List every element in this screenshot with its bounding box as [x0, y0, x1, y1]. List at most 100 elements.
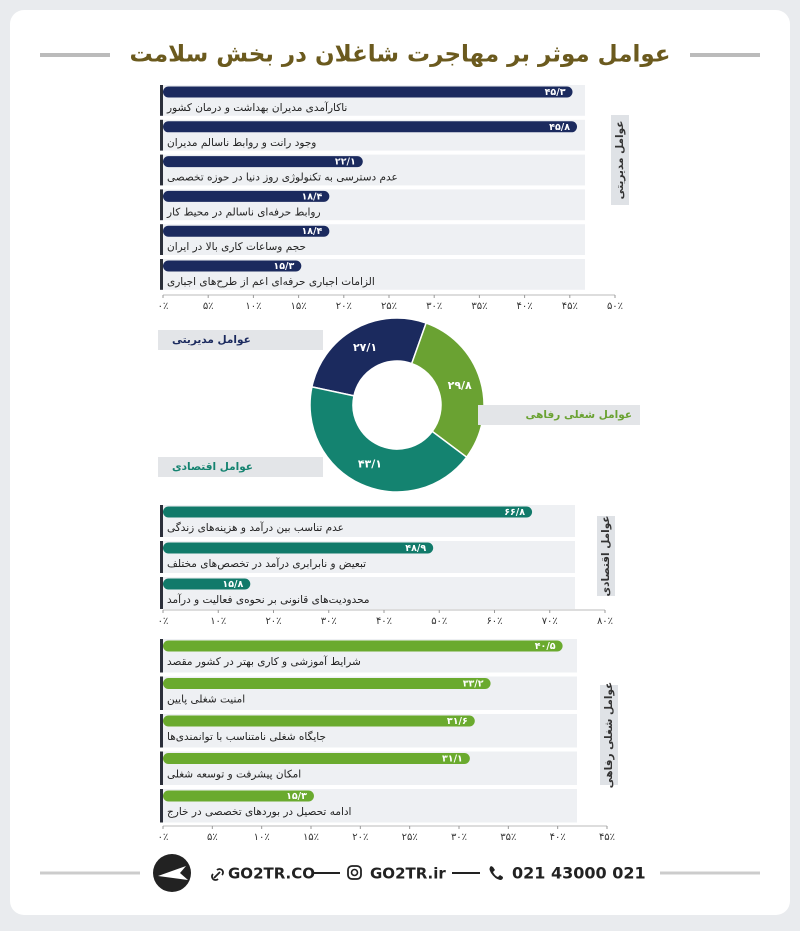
- bar: [163, 121, 578, 133]
- link-icon: [211, 868, 224, 881]
- phone[interactable]: 021 43000 021: [512, 864, 646, 883]
- category-label: الزامات اجباری حرفه‌ای اعم از طرح‌های اج…: [167, 276, 375, 288]
- x-tick-label: ۴۵٪: [599, 832, 615, 843]
- row-edge: [160, 714, 163, 748]
- slice-label: ۲۹/۸: [448, 379, 472, 392]
- category-label: جایگاه شغلی نامتناسب با توانمندی‌ها: [167, 730, 326, 743]
- group-tag: [597, 516, 615, 596]
- donut-slice: [410, 322, 485, 459]
- row-edge: [160, 85, 163, 116]
- group-tag: [600, 685, 618, 785]
- x-tick-label: ۰٪: [158, 832, 169, 843]
- x-tick-label: ۳۰٪: [451, 832, 467, 843]
- x-tick-label: ۴۰٪: [376, 616, 392, 627]
- category-label: شرایط آموزشی و کاری بهتر در کشور مقصد: [167, 655, 361, 668]
- x-tick-label: ۰٪: [158, 301, 169, 312]
- logo-plane: [158, 866, 188, 880]
- footer: GO2TR.CO GO2TR.ir 021 43000 021: [40, 854, 760, 892]
- group-tag: [611, 115, 629, 205]
- category-tag: [158, 330, 323, 350]
- group-label: عوامل شغلی رفاهی: [603, 682, 615, 788]
- x-tick-label: ۲۵٪: [402, 832, 418, 843]
- value-label: ۱۵/۳: [286, 791, 307, 802]
- category-label: محدودیت‌های قانونی بر نحوه‌ی فعالیت و در…: [167, 593, 370, 606]
- value-label: ۴۵/۸: [549, 122, 570, 133]
- x-tick-label: ۵٪: [207, 832, 218, 843]
- x-tick-label: ۱۰٪: [245, 301, 261, 312]
- bar: [163, 86, 573, 98]
- category-label: عوامل مدیریتی: [172, 334, 251, 346]
- value-label: ۴۵/۳: [545, 87, 566, 98]
- x-tick-label: ۳۰٪: [426, 301, 442, 312]
- x-tick-label: ۱۵٪: [303, 832, 319, 843]
- value-label: ۳۱/۱: [442, 754, 463, 765]
- website[interactable]: GO2TR.CO: [228, 865, 315, 883]
- x-tick-label: ۵۰٪: [607, 301, 623, 312]
- x-tick-label: ۲۰٪: [265, 616, 281, 627]
- value-label: ۴۸/۹: [405, 543, 426, 554]
- category-tag: [478, 405, 640, 425]
- x-tick-label: ۲۰٪: [336, 301, 352, 312]
- x-tick-label: ۷۰٪: [542, 616, 558, 627]
- x-tick-label: ۰٪: [158, 616, 169, 627]
- row-edge: [160, 639, 163, 673]
- x-tick-label: ۴۵٪: [562, 301, 578, 312]
- category-label: تبعیض و نابرابری درآمد در تخصص‌های مختلف: [167, 557, 366, 570]
- donut-slice: [309, 386, 468, 493]
- category-label: ادامه تحصیل در بوردهای تخصصی در خارج: [167, 806, 351, 818]
- row-edge: [160, 119, 163, 151]
- row-edge: [160, 259, 163, 290]
- group-label: عوامل اقتصادی: [600, 516, 612, 597]
- row-edge: [160, 224, 163, 255]
- x-tick-label: ۵۰٪: [431, 616, 447, 627]
- row-edge: [160, 154, 163, 186]
- x-tick-label: ۲۵٪: [381, 301, 397, 312]
- value-label: ۳۱/۶: [447, 716, 468, 727]
- row-edge: [160, 789, 163, 823]
- value-label: ۱۵/۸: [222, 579, 243, 590]
- x-tick-label: ۴۰٪: [550, 832, 566, 843]
- category-label: عدم دسترسی به تکنولوژی روز دنیا در حوزه …: [167, 172, 398, 184]
- bar: [163, 678, 491, 689]
- category-label: عوامل اقتصادی: [172, 461, 253, 473]
- bar: [163, 260, 302, 272]
- x-tick-label: ۴۰٪: [517, 301, 533, 312]
- value-label: ۶۶/۸: [504, 507, 525, 518]
- instagram-icon-lens: [350, 868, 359, 877]
- title: عوامل موثر بر مهاجرت شاغلان در بخش سلامت: [130, 42, 671, 68]
- bar: [163, 190, 330, 202]
- value-label: ۳۳/۲: [463, 679, 484, 690]
- instagram[interactable]: GO2TR.ir: [370, 865, 446, 883]
- x-tick-label: ۱۵٪: [291, 301, 307, 312]
- category-label: ناکارآمدی مدیران بهداشت و درمان کشور: [166, 101, 347, 114]
- bar: [163, 715, 475, 727]
- instagram-icon: [347, 865, 362, 880]
- value-label: ۱۵/۳: [273, 261, 294, 272]
- value-label: ۱۸/۴: [301, 191, 322, 202]
- bar: [163, 790, 314, 802]
- bar: [163, 753, 470, 764]
- category-label: امنیت شغلی پایین: [167, 694, 245, 706]
- category-label: روابط حرفه‌ای ناسالم در محیط کار: [166, 206, 321, 218]
- bar: [163, 506, 533, 518]
- row-edge: [160, 577, 163, 609]
- bar: [163, 640, 563, 652]
- row-edge: [160, 505, 163, 537]
- phone-icon: [489, 866, 503, 880]
- row-edge: [160, 541, 163, 573]
- value-label: ۲۲/۱: [335, 157, 356, 168]
- category-label: عدم تناسب بین درآمد و هزینه‌های زندگی: [167, 521, 344, 534]
- row-edge: [160, 189, 163, 221]
- category-label: عوامل شغلی رفاهی: [526, 409, 632, 421]
- x-tick-label: ۳۵٪: [471, 301, 487, 312]
- slice-label: ۲۷/۱: [353, 341, 377, 354]
- group-label: عوامل مدیریتی: [614, 121, 626, 200]
- donut-slice: [311, 317, 428, 397]
- category-label: امکان پیشرفت و توسعه شغلی: [167, 769, 301, 781]
- x-tick-label: ۳۵٪: [500, 832, 516, 843]
- x-tick-label: ۲۰٪: [352, 832, 368, 843]
- bar: [163, 578, 251, 590]
- x-tick-label: ۸۰٪: [597, 616, 613, 627]
